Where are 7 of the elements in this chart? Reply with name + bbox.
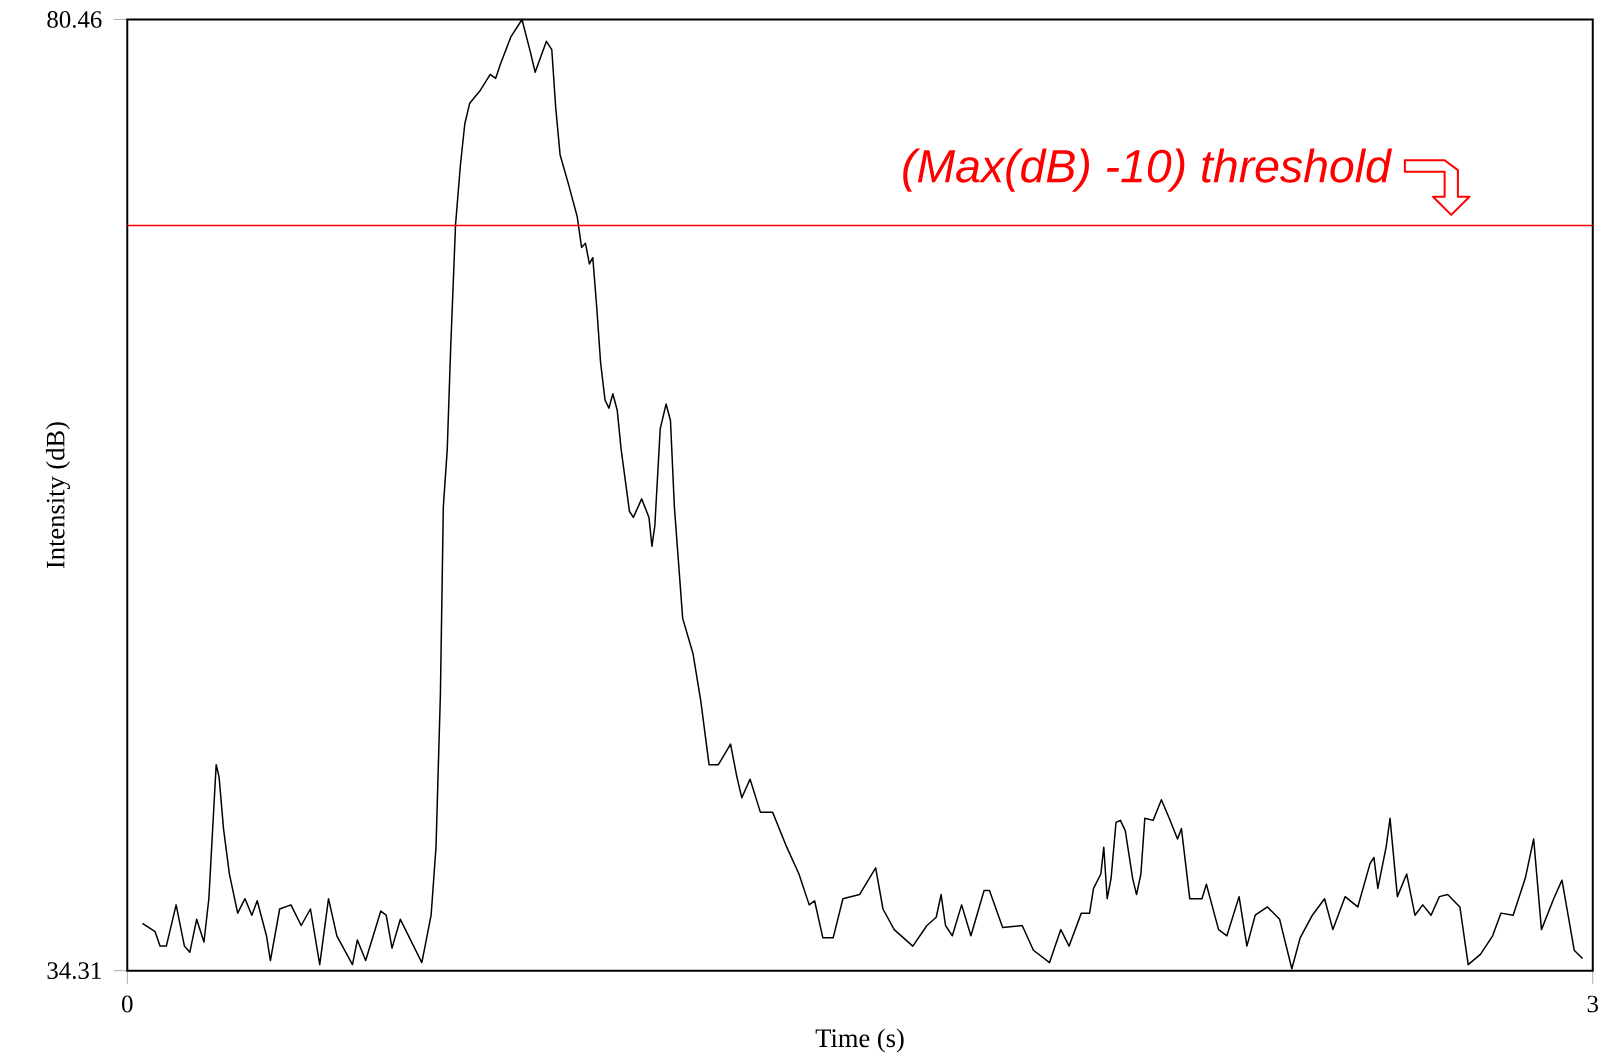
y-tick-label: 80.46 [47,11,102,29]
x-axis-title: Time (s) [815,1028,904,1053]
x-tick-label: 3 [1587,995,1598,1013]
x-tick-label: 0 [121,995,133,1013]
y-axis-title: Intensity (dB) [45,422,71,569]
legend-label: (Max(dB) -10) threshold [903,148,1393,192]
y-tick-label: 34.31 [47,962,101,980]
